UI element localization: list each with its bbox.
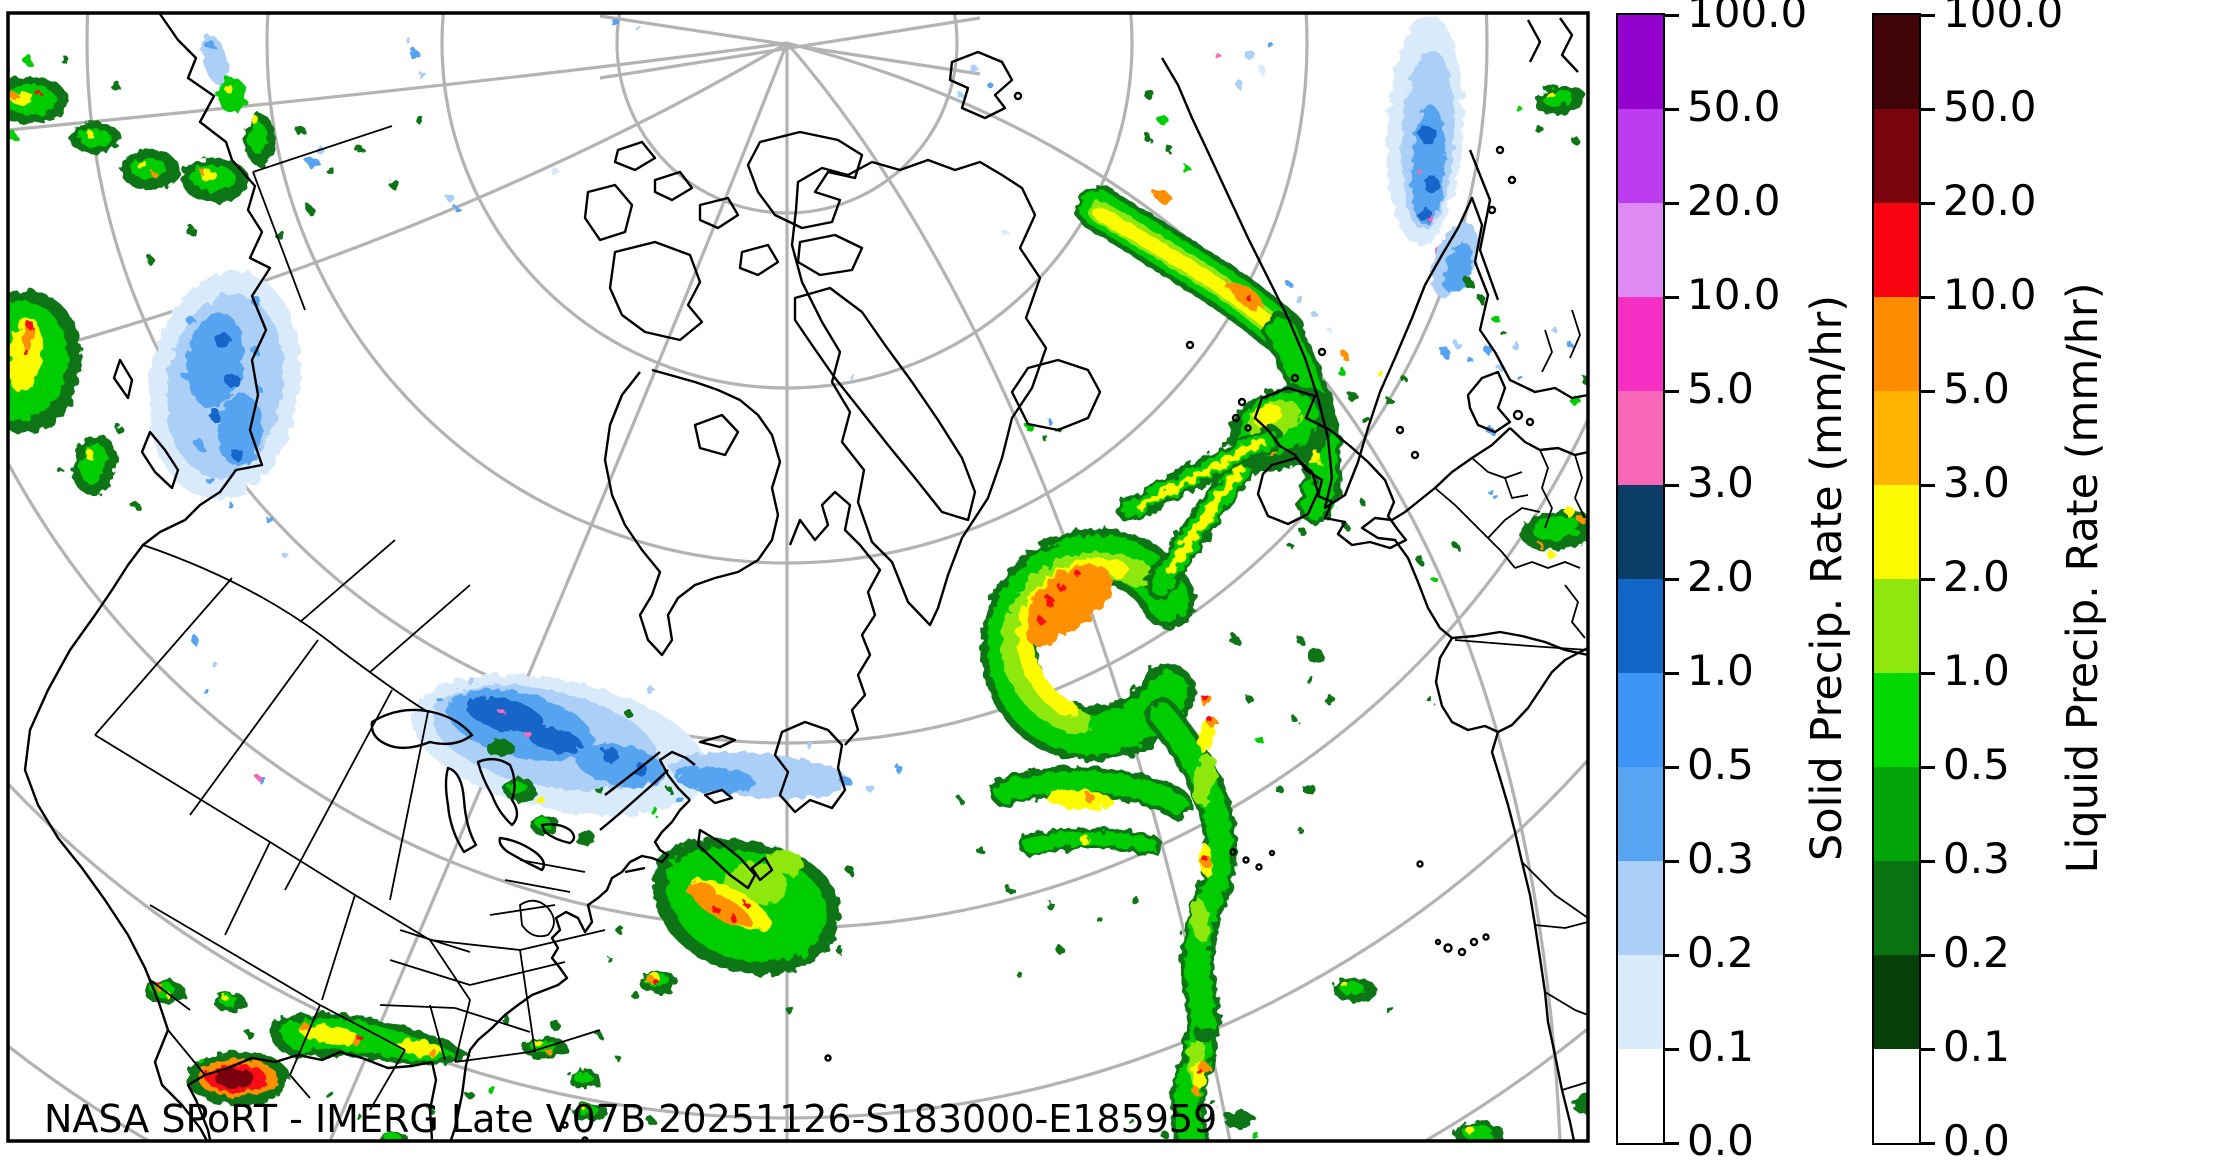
liquid-segment-4 [1873, 672, 1919, 767]
liquid-tick [1921, 13, 1935, 17]
solid-tick [1665, 671, 1679, 675]
precipitation-map [6, 11, 1590, 1143]
solid-tick [1665, 389, 1679, 393]
liquid-segment-2 [1873, 860, 1919, 955]
liquid-tick [1921, 295, 1935, 299]
solid-tick-label: 0.0 [1687, 1116, 1754, 1165]
solid-tick-label: 50.0 [1687, 82, 1781, 131]
state-borders [94, 125, 1588, 1111]
map-annotation: NASA SPoRT - IMERG Late V07B 20251126-S1… [44, 1097, 1218, 1141]
solid-segment-11 [1617, 14, 1663, 109]
solid-tick [1665, 577, 1679, 581]
solid-tick-label: 5.0 [1687, 364, 1754, 413]
solid-tick-label: 20.0 [1687, 176, 1781, 225]
liquid-tick-label: 2.0 [1943, 552, 2010, 601]
solid-precip-layer [149, 15, 1573, 816]
solid-segment-1 [1617, 954, 1663, 1049]
liquid-tick-label: 1.0 [1943, 646, 2010, 695]
liquid-segment-3 [1873, 766, 1919, 861]
solid-tick-label: 3.0 [1687, 458, 1754, 507]
solid-segment-10 [1617, 108, 1663, 203]
liquid-tick [1921, 577, 1935, 581]
liquid-tick-label: 5.0 [1943, 364, 2010, 413]
liquid-tick-label: 10.0 [1943, 270, 2037, 319]
liquid-tick [1921, 765, 1935, 769]
solid-segment-0 [1617, 1048, 1663, 1143]
solid-tick-label: 0.1 [1687, 1022, 1754, 1071]
liquid-tick-label: 100.0 [1943, 0, 2064, 37]
liquid-tick [1921, 107, 1935, 111]
solid-tick [1665, 859, 1679, 863]
solid-tick [1665, 1047, 1679, 1051]
solid-tick [1665, 13, 1679, 17]
liquid-tick [1921, 389, 1935, 393]
solid-tick [1665, 107, 1679, 111]
liquid-tick-label: 0.0 [1943, 1116, 2010, 1165]
liquid-tick [1921, 1047, 1935, 1051]
solid-tick [1665, 483, 1679, 487]
liquid-tick-label: 0.5 [1943, 740, 2010, 789]
solid-segment-3 [1617, 766, 1663, 861]
liquid-segment-11 [1873, 14, 1919, 109]
liquid-tick [1921, 201, 1935, 205]
liquid-tick [1921, 953, 1935, 957]
solid-tick [1665, 295, 1679, 299]
liquid-colorbar-bar [1871, 12, 1921, 1145]
solid-tick [1665, 765, 1679, 769]
solid-tick-label: 0.3 [1687, 834, 1754, 883]
solid-colorbar-axis-label: Solid Precip. Rate (mm/hr) [1802, 294, 1852, 862]
liquid-segment-9 [1873, 202, 1919, 297]
liquid-segment-8 [1873, 296, 1919, 391]
solid-tick-label: 10.0 [1687, 270, 1781, 319]
solid-segment-7 [1617, 390, 1663, 485]
liquid-segment-6 [1873, 484, 1919, 579]
liquid-segment-0 [1873, 1048, 1919, 1143]
solid-tick-label: 1.0 [1687, 646, 1754, 695]
liquid-segment-5 [1873, 578, 1919, 673]
solid-tick-label: 100.0 [1687, 0, 1808, 37]
liquid-tick-label: 0.1 [1943, 1022, 2010, 1071]
liquid-tick [1921, 1141, 1935, 1145]
solid-segment-6 [1617, 484, 1663, 579]
liquid-tick [1921, 483, 1935, 487]
liquid-tick [1921, 859, 1935, 863]
liquid-tick-label: 3.0 [1943, 458, 2010, 507]
solid-tick-label: 0.2 [1687, 928, 1754, 977]
solid-tick-label: 2.0 [1687, 552, 1754, 601]
liquid-segment-7 [1873, 390, 1919, 485]
solid-colorbar-bar [1615, 12, 1665, 1145]
liquid-tick-label: 50.0 [1943, 82, 2037, 131]
liquid-segment-1 [1873, 954, 1919, 1049]
liquid-tick-label: 0.3 [1943, 834, 2010, 883]
solid-segment-9 [1617, 202, 1663, 297]
liquid-tick-label: 20.0 [1943, 176, 2037, 225]
liquid-precip-layer [8, 55, 1588, 1141]
solid-tick-label: 0.5 [1687, 740, 1754, 789]
solid-tick [1665, 201, 1679, 205]
solid-segment-2 [1617, 860, 1663, 955]
liquid-tick-label: 0.2 [1943, 928, 2010, 977]
solid-segment-8 [1617, 296, 1663, 391]
map-frame [6, 11, 1590, 1143]
liquid-segment-10 [1873, 108, 1919, 203]
liquid-tick [1921, 671, 1935, 675]
solid-segment-5 [1617, 578, 1663, 673]
liquid-colorbar-axis-label: Liquid Precip. Rate (mm/hr) [2058, 282, 2108, 874]
solid-tick [1665, 1141, 1679, 1145]
coastlines [23, 13, 1588, 1141]
solid-tick [1665, 953, 1679, 957]
solid-segment-4 [1617, 672, 1663, 767]
